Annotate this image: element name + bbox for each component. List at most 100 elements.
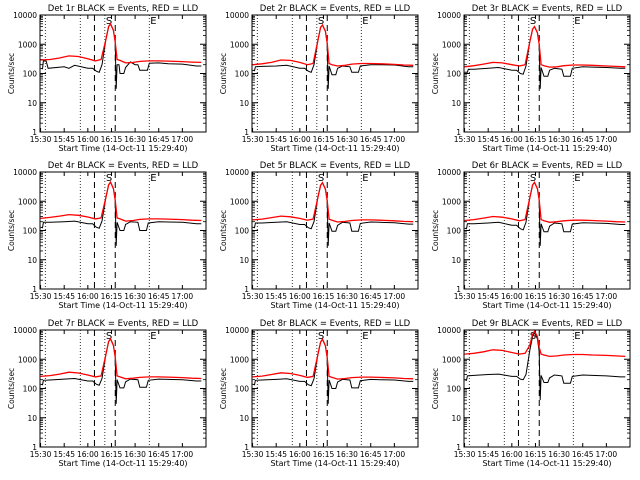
x-tick-label: 16:45 bbox=[360, 292, 382, 301]
y-axis-label: Counts/sec bbox=[219, 368, 228, 409]
x-tick-label: 16:45 bbox=[360, 450, 382, 459]
x-tick-label: 16:15 bbox=[313, 450, 335, 459]
x-tick-label: 15:45 bbox=[53, 292, 75, 301]
y-tick-label: 10000 bbox=[225, 11, 249, 20]
x-tick-label: 15:45 bbox=[265, 450, 287, 459]
marker-label: E bbox=[574, 331, 580, 342]
y-axis-label: Counts/sec bbox=[219, 53, 228, 94]
x-tick-label: 16:15 bbox=[101, 292, 123, 301]
x-tick-label: 16:45 bbox=[360, 135, 382, 144]
x-tick-label: 16:30 bbox=[124, 135, 146, 144]
x-tick-label: 17:00 bbox=[172, 292, 194, 301]
panel-title: Det 2r BLACK = Events, RED = LLD bbox=[260, 4, 411, 14]
y-tick-label: 100 bbox=[447, 227, 462, 236]
series-line-lld bbox=[464, 25, 626, 68]
x-axis-label: Start Time (14-Oct-11 15:29:40) bbox=[58, 459, 187, 468]
y-tick-label: 100 bbox=[447, 385, 462, 394]
y-tick-label: 10 bbox=[451, 414, 461, 423]
plot-frame bbox=[463, 14, 631, 133]
y-tick-label: 10000 bbox=[437, 11, 461, 20]
y-tick-label: 1 bbox=[456, 128, 461, 137]
y-tick-label: 10 bbox=[27, 256, 37, 265]
x-tick-label: 17:00 bbox=[596, 450, 618, 459]
x-tick-label: 16:45 bbox=[148, 292, 170, 301]
x-tick-label: 16:45 bbox=[572, 450, 594, 459]
panel-title: Det 3r BLACK = Events, RED = LLD bbox=[472, 4, 623, 14]
y-tick-label: 10 bbox=[451, 99, 461, 108]
x-tick-label: 15:45 bbox=[477, 135, 499, 144]
x-tick-label: 16:15 bbox=[525, 450, 547, 459]
x-axis-label: Start Time (14-Oct-11 15:29:40) bbox=[482, 301, 611, 310]
x-tick-label: 16:00 bbox=[501, 450, 523, 459]
x-tick-label: 17:00 bbox=[596, 135, 618, 144]
marker-label: E bbox=[362, 16, 368, 27]
marker-label: E bbox=[574, 173, 580, 184]
y-tick-label: 1 bbox=[32, 285, 37, 294]
x-tick-label: 16:30 bbox=[548, 450, 570, 459]
plot-frame bbox=[463, 329, 631, 448]
y-tick-label: 100 bbox=[235, 70, 250, 79]
x-tick-label: 15:30 bbox=[454, 135, 476, 144]
marker-label: S bbox=[106, 331, 112, 342]
y-axis-label: Counts/sec bbox=[431, 368, 440, 409]
x-tick-label: 15:45 bbox=[53, 135, 75, 144]
series-line-events bbox=[40, 337, 202, 404]
x-tick-label: 16:45 bbox=[148, 450, 170, 459]
marker-label: S bbox=[318, 331, 324, 342]
series-line-lld bbox=[464, 181, 626, 223]
x-tick-label: 15:45 bbox=[53, 450, 75, 459]
x-tick-label: 16:15 bbox=[101, 450, 123, 459]
x-tick-label: 15:30 bbox=[242, 292, 264, 301]
x-tick-label: 16:00 bbox=[289, 450, 311, 459]
y-tick-label: 100 bbox=[23, 227, 38, 236]
y-tick-label: 1000 bbox=[230, 197, 249, 206]
x-axis-label: Start Time (14-Oct-11 15:29:40) bbox=[58, 144, 187, 153]
y-tick-label: 10000 bbox=[437, 326, 461, 335]
x-tick-label: 16:45 bbox=[572, 292, 594, 301]
y-axis-label: Counts/sec bbox=[219, 210, 228, 251]
x-tick-label: 16:30 bbox=[336, 292, 358, 301]
marker-label: E bbox=[362, 331, 368, 342]
x-tick-label: 15:30 bbox=[30, 292, 52, 301]
x-axis-label: Start Time (14-Oct-11 15:29:40) bbox=[482, 459, 611, 468]
x-tick-label: 16:00 bbox=[501, 292, 523, 301]
y-tick-label: 10 bbox=[27, 99, 37, 108]
y-tick-label: 10 bbox=[239, 256, 249, 265]
marker-label: E bbox=[150, 173, 156, 184]
x-tick-label: 15:30 bbox=[30, 450, 52, 459]
x-tick-label: 17:00 bbox=[384, 450, 406, 459]
y-tick-label: 100 bbox=[23, 385, 38, 394]
panel-title: Det 6r BLACK = Events, RED = LLD bbox=[472, 161, 623, 171]
plot-frame bbox=[463, 171, 631, 290]
series-line-events bbox=[252, 338, 414, 404]
marker-label: E bbox=[574, 16, 580, 27]
x-tick-label: 15:30 bbox=[30, 135, 52, 144]
y-tick-label: 1000 bbox=[442, 40, 461, 49]
series-line-lld bbox=[40, 22, 202, 64]
x-tick-label: 16:00 bbox=[77, 135, 99, 144]
y-tick-label: 1 bbox=[244, 285, 249, 294]
marker-label: S bbox=[318, 16, 324, 27]
x-tick-label: 16:30 bbox=[548, 135, 570, 144]
series-line-events bbox=[40, 181, 202, 246]
y-axis-label: Counts/sec bbox=[7, 368, 16, 409]
panel-title: Det 4r BLACK = Events, RED = LLD bbox=[48, 161, 199, 171]
y-tick-label: 10 bbox=[451, 256, 461, 265]
x-tick-label: 15:45 bbox=[265, 292, 287, 301]
marker-label: S bbox=[530, 16, 536, 27]
y-tick-label: 1 bbox=[456, 443, 461, 452]
series-line-lld bbox=[40, 337, 202, 380]
marker-label: E bbox=[362, 173, 368, 184]
series-line-events bbox=[464, 25, 626, 89]
x-tick-label: 16:30 bbox=[336, 135, 358, 144]
y-tick-label: 1000 bbox=[442, 197, 461, 206]
series-line-lld bbox=[252, 337, 414, 380]
marker-label: E bbox=[150, 331, 156, 342]
x-tick-label: 15:45 bbox=[265, 135, 287, 144]
x-tick-label: 17:00 bbox=[172, 450, 194, 459]
